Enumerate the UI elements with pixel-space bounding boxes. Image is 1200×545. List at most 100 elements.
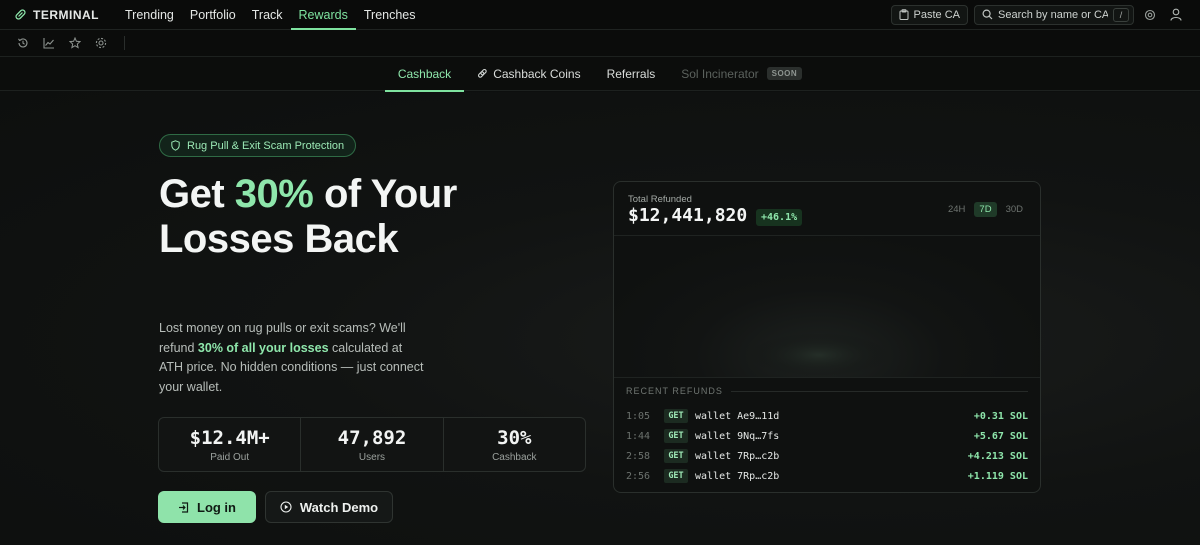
main-nav: Trending Portfolio Track Rewards Trenche… xyxy=(117,0,424,30)
tab-referrals-label: Referrals xyxy=(606,66,656,81)
refund-time: 1:05 xyxy=(626,410,651,422)
tab-cashback-coins[interactable]: Cashback Coins xyxy=(464,57,593,91)
refund-amount: +4.213 SOL xyxy=(967,450,1028,462)
list-item: 1:44 GET wallet 9Nq…7fs +5.67 SOL xyxy=(626,426,1028,446)
hero-headline: Get 30% of Your Losses Back xyxy=(159,172,459,262)
headline-pre: Get xyxy=(159,172,235,216)
chart-button[interactable] xyxy=(40,34,58,52)
nav-rewards[interactable]: Rewards xyxy=(290,0,357,30)
login-label: Log in xyxy=(197,499,236,515)
change-badge: +46.1% xyxy=(756,209,803,226)
rewards-subtabs: Cashback Cashback Coins Referrals Sol In… xyxy=(0,57,1200,92)
refund-time: 1:44 xyxy=(626,430,651,442)
hero-description: Lost money on rug pulls or exit scams? W… xyxy=(159,319,429,397)
gear-icon xyxy=(95,37,107,49)
shield-icon xyxy=(171,140,180,151)
refund-wallet: wallet 9Nq…7fs xyxy=(695,430,780,442)
refund-amount: +1.119 SOL xyxy=(967,470,1028,482)
refund-tag: GET xyxy=(664,429,688,443)
stat-value: 47,892 xyxy=(337,426,407,449)
settings-icon xyxy=(1144,9,1156,20)
chart-glow xyxy=(749,333,889,377)
protection-badge-label: Rug Pull & Exit Scam Protection xyxy=(187,139,345,152)
desc-part-2: calculated at ATH price. No hidden condi… xyxy=(159,340,424,394)
favorites-button[interactable] xyxy=(66,34,84,52)
refund-time: 2:56 xyxy=(626,470,651,482)
watch-demo-label: Watch Demo xyxy=(299,499,379,515)
star-icon xyxy=(69,37,81,49)
tab-sol-incinerator-label: Sol Incinerator xyxy=(681,66,759,81)
refund-tag: GET xyxy=(664,469,688,483)
refunds-panel: Total Refunded $12,441,820 +46.1% 24H 7D… xyxy=(613,181,1041,493)
login-icon xyxy=(179,501,189,513)
top-navigation-bar: TERMINAL Trending Portfolio Track Reward… xyxy=(0,0,1200,30)
toolbar-divider xyxy=(124,36,125,50)
tool-settings-button[interactable] xyxy=(92,34,110,52)
search-shortcut-key: / xyxy=(1113,7,1129,22)
protection-badge: Rug Pull & Exit Scam Protection xyxy=(159,134,357,157)
range-selector: 24H 7D 30D xyxy=(943,202,1028,217)
watch-demo-button[interactable]: Watch Demo xyxy=(265,491,393,523)
pill-icon xyxy=(15,9,26,20)
range-30d[interactable]: 30D xyxy=(1005,204,1023,215)
account-button[interactable] xyxy=(1166,5,1186,25)
user-icon xyxy=(1170,8,1182,21)
recent-refunds-title: RECENT REFUNDS xyxy=(626,386,1028,396)
range-24h[interactable]: 24H xyxy=(947,204,966,215)
stat-label: Users xyxy=(358,451,386,463)
stat-label: Cashback xyxy=(492,451,537,463)
tab-cashback[interactable]: Cashback xyxy=(384,57,465,92)
refund-chart-area xyxy=(614,237,1040,377)
total-refunded-value: $12,441,820 xyxy=(628,205,748,226)
stat-paid-out: $12.4M+ Paid Out xyxy=(159,418,302,471)
link-icon xyxy=(478,68,487,78)
tab-cashback-coins-label: Cashback Coins xyxy=(493,66,581,81)
tool-row xyxy=(0,30,1200,57)
refund-amount: +0.31 SOL xyxy=(973,410,1028,422)
refund-time: 2:58 xyxy=(626,450,651,462)
recent-refunds-list: 1:05 GET wallet Ae9…11d +0.31 SOL 1:44 G… xyxy=(626,406,1028,486)
headline-post: of Your Losses Back xyxy=(159,172,457,261)
stat-users: 47,892 Users xyxy=(301,418,444,471)
history-button[interactable] xyxy=(14,34,32,52)
nav-trending[interactable]: Trending xyxy=(125,7,174,22)
nav-portfolio[interactable]: Portfolio xyxy=(189,7,236,22)
headline-accent: 30% xyxy=(234,172,314,216)
desc-part-1: Lost money on rug pulls or exit scams? W… xyxy=(159,321,406,355)
list-item: 2:58 GET wallet 7Rp…c2b +4.213 SOL xyxy=(626,446,1028,466)
tab-cashback-label: Cashback xyxy=(397,66,452,81)
paste-ca-button[interactable]: Paste CA xyxy=(890,4,968,25)
recent-refunds-title-text: RECENT REFUNDS xyxy=(626,386,723,396)
search-placeholder: Search by name or CA... xyxy=(998,8,1108,21)
login-button[interactable]: Log in xyxy=(158,491,256,523)
list-item: 1:05 GET wallet Ae9…11d +0.31 SOL xyxy=(626,406,1028,426)
range-7d[interactable]: 7D xyxy=(974,202,997,217)
stat-label: Paid Out xyxy=(210,451,250,463)
total-refunded-label: Total Refunded xyxy=(628,194,692,205)
history-icon xyxy=(18,38,28,48)
play-circle-icon xyxy=(280,501,292,513)
refund-wallet: wallet Ae9…11d xyxy=(695,410,780,422)
refund-wallet: wallet 7Rp…c2b xyxy=(695,450,780,462)
search-icon xyxy=(982,9,993,20)
stat-value: $12.4M+ xyxy=(189,426,270,449)
tab-referrals[interactable]: Referrals xyxy=(594,57,669,91)
stat-value: 30% xyxy=(497,426,532,449)
chart-icon xyxy=(43,38,54,49)
brand-logo[interactable]: TERMINAL xyxy=(14,8,104,22)
recent-refunds: RECENT REFUNDS 1:05 GET wallet Ae9…11d +… xyxy=(614,377,1040,492)
refund-amount: +5.67 SOL xyxy=(973,430,1028,442)
chart-glow-shape xyxy=(749,333,889,377)
soon-badge: SOON xyxy=(766,67,803,80)
nav-trenches[interactable]: Trenches xyxy=(363,7,416,22)
stats-strip: $12.4M+ Paid Out 47,892 Users 30% Cashba… xyxy=(158,417,586,472)
brand-name: TERMINAL xyxy=(33,7,99,22)
search-input[interactable]: Search by name or CA... / xyxy=(974,4,1134,25)
refund-wallet: wallet 7Rp…c2b xyxy=(695,470,780,482)
nav-track[interactable]: Track xyxy=(251,7,283,22)
clipboard-icon xyxy=(899,9,909,20)
paste-ca-label: Paste CA xyxy=(913,8,960,21)
desc-highlight: 30% of all your losses xyxy=(197,340,329,355)
settings-button[interactable] xyxy=(1140,5,1160,25)
list-item: 2:56 GET wallet 7Rp…c2b +1.119 SOL xyxy=(626,466,1028,486)
